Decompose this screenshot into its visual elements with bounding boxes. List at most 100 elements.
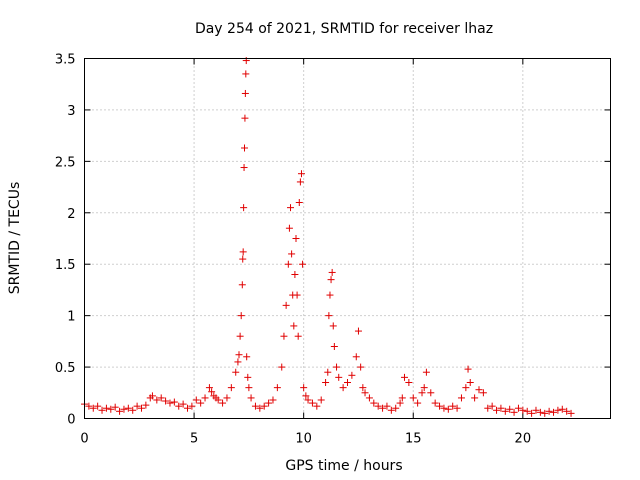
data-point	[297, 170, 305, 178]
data-point	[427, 389, 435, 397]
data-point	[536, 408, 544, 416]
data-point	[383, 402, 391, 410]
data-point	[85, 402, 93, 410]
y-tick-label: 2	[67, 207, 75, 222]
data-point	[188, 402, 196, 410]
y-tick-label: 0	[67, 413, 75, 428]
y-axis-label: SRMTID / TECUs	[7, 182, 23, 295]
data-point	[240, 144, 248, 152]
data-point	[240, 204, 248, 212]
data-point	[227, 384, 235, 392]
data-point	[488, 402, 496, 410]
data-point	[484, 404, 492, 412]
data-point	[166, 399, 174, 407]
data-point	[453, 404, 461, 412]
data-point	[497, 404, 505, 412]
plot-frame	[84, 58, 611, 419]
data-point	[322, 379, 330, 386]
data-point	[292, 235, 300, 242]
data-point	[175, 402, 183, 410]
y-tick-label: 1	[67, 310, 75, 325]
data-point	[405, 379, 413, 386]
data-point	[247, 394, 255, 402]
data-point	[89, 404, 97, 412]
data-point	[120, 405, 128, 413]
data-point	[162, 397, 170, 405]
data-point	[567, 409, 575, 417]
data-point	[493, 406, 501, 414]
data-point	[339, 384, 347, 392]
data-point	[133, 402, 141, 410]
data-point	[223, 394, 231, 402]
data-point	[239, 255, 247, 263]
y-tick-label: 1.5	[55, 258, 76, 273]
data-point	[514, 404, 522, 412]
data-point	[285, 224, 293, 232]
data-point	[214, 396, 222, 404]
data-point	[111, 403, 119, 411]
data-point	[129, 406, 137, 414]
data-point	[269, 396, 277, 404]
data-point	[545, 407, 553, 415]
data-point	[510, 408, 518, 416]
data-point	[300, 384, 308, 392]
data-point	[449, 402, 457, 410]
y-tick-label: 0.5	[55, 361, 76, 376]
data-point	[201, 394, 209, 402]
data-point	[170, 398, 178, 406]
data-point	[280, 332, 288, 340]
x-tick-label: 10	[295, 432, 312, 447]
data-point	[232, 368, 240, 376]
chart-title: Day 254 of 2021, SRMTID for receiver lha…	[195, 21, 493, 37]
data-point	[236, 332, 244, 340]
data-point	[278, 363, 286, 371]
data-point	[153, 396, 161, 404]
data-point	[260, 402, 268, 410]
data-point	[344, 379, 351, 386]
data-point	[475, 386, 483, 394]
data-point	[251, 402, 259, 410]
data-point	[102, 404, 110, 412]
y-tick-label: 3.5	[55, 53, 76, 68]
data-point	[329, 322, 337, 330]
data-point	[361, 389, 369, 397]
data-point	[392, 404, 400, 412]
data-point	[420, 384, 428, 392]
data-point	[501, 407, 509, 415]
data-point	[330, 343, 338, 350]
data-point	[265, 399, 273, 407]
data-points	[81, 57, 575, 417]
data-point	[519, 406, 527, 414]
data-point	[359, 384, 367, 392]
data-point	[282, 301, 290, 309]
data-point	[234, 358, 242, 366]
data-point	[396, 399, 404, 407]
data-point	[157, 394, 165, 402]
data-point	[326, 291, 334, 299]
data-point	[107, 405, 115, 413]
data-point	[219, 399, 227, 407]
data-point	[295, 199, 303, 206]
x-tick-label: 15	[405, 432, 422, 447]
data-point	[348, 371, 356, 379]
x-tick-labels: 0 5 10 15 20	[80, 432, 531, 447]
data-point	[137, 404, 145, 412]
grid-lines	[84, 58, 611, 419]
data-point	[239, 248, 247, 256]
data-point	[357, 363, 365, 371]
data-point	[192, 396, 200, 404]
data-point	[414, 399, 422, 407]
data-point	[179, 400, 187, 408]
data-point	[333, 363, 341, 371]
data-point	[205, 384, 213, 392]
data-point	[197, 399, 205, 407]
data-point	[302, 392, 310, 400]
data-point	[506, 405, 514, 413]
data-point	[317, 396, 325, 404]
data-point	[528, 409, 536, 417]
data-point	[142, 401, 150, 409]
data-point	[240, 164, 248, 172]
data-point	[558, 405, 566, 413]
data-point	[354, 327, 362, 335]
data-point	[436, 402, 444, 410]
